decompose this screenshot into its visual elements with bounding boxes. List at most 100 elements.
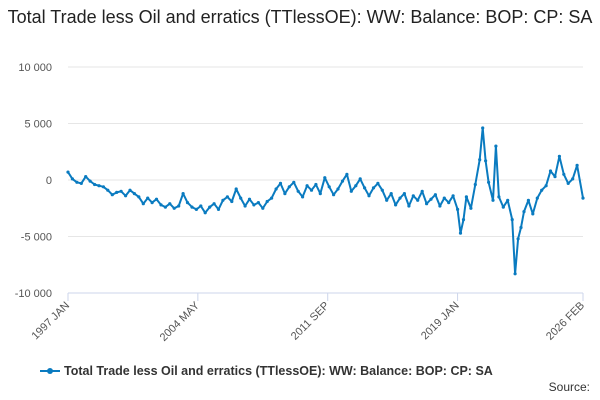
data-point[interactable] (261, 206, 265, 210)
data-point[interactable] (363, 186, 367, 190)
data-point[interactable] (544, 184, 548, 188)
data-point[interactable] (314, 182, 318, 187)
data-point[interactable] (287, 185, 291, 189)
data-point[interactable] (371, 186, 376, 190)
data-point[interactable] (115, 190, 119, 194)
data-point[interactable] (420, 189, 424, 193)
data-point[interactable] (407, 204, 411, 208)
data-point[interactable] (265, 199, 269, 204)
data-point[interactable] (199, 204, 203, 208)
data-point[interactable] (571, 177, 575, 181)
data-point[interactable] (553, 175, 557, 179)
data-point[interactable] (438, 204, 442, 208)
data-point[interactable] (190, 205, 194, 209)
data-point[interactable] (274, 187, 278, 191)
data-point[interactable] (469, 206, 473, 210)
data-point[interactable] (501, 205, 505, 209)
data-point[interactable] (510, 218, 514, 222)
data-point[interactable] (451, 194, 455, 198)
data-point[interactable] (97, 184, 101, 188)
data-point[interactable] (429, 197, 433, 201)
data-point[interactable] (172, 206, 176, 210)
data-point[interactable] (323, 176, 327, 180)
data-point[interactable] (154, 197, 159, 201)
data-point[interactable] (230, 199, 234, 204)
data-point[interactable] (168, 202, 172, 206)
data-point[interactable] (526, 198, 531, 202)
data-point[interactable] (278, 181, 283, 185)
data-point[interactable] (185, 201, 190, 205)
data-point[interactable] (66, 170, 70, 174)
data-point[interactable] (535, 196, 539, 200)
data-point[interactable] (442, 196, 446, 200)
data-point[interactable] (433, 193, 437, 197)
data-point[interactable] (119, 189, 123, 193)
data-point[interactable] (478, 158, 482, 162)
data-point[interactable] (88, 179, 92, 183)
data-point[interactable] (301, 195, 305, 199)
data-point[interactable] (380, 188, 384, 192)
data-point[interactable] (487, 180, 491, 184)
data-point[interactable] (110, 193, 114, 197)
data-point[interactable] (456, 207, 460, 211)
data-point[interactable] (194, 207, 198, 211)
data-point[interactable] (141, 202, 145, 206)
data-point[interactable] (402, 192, 406, 196)
data-point[interactable] (106, 188, 110, 192)
data-point[interactable] (256, 201, 260, 205)
data-point[interactable] (318, 192, 322, 196)
data-point[interactable] (84, 175, 88, 179)
data-point[interactable] (494, 144, 498, 148)
data-point[interactable] (416, 198, 420, 202)
data-point[interactable] (540, 188, 544, 192)
data-point[interactable] (481, 126, 485, 130)
data-point[interactable] (270, 196, 274, 200)
data-point[interactable] (221, 198, 225, 202)
data-point[interactable] (461, 218, 466, 222)
data-point[interactable] (506, 198, 510, 202)
data-point[interactable] (458, 231, 463, 235)
data-point[interactable] (566, 181, 570, 185)
data-point[interactable] (531, 212, 535, 216)
data-point[interactable] (497, 195, 501, 199)
data-point[interactable] (327, 185, 331, 189)
data-point[interactable] (557, 154, 562, 158)
data-point[interactable] (575, 163, 579, 167)
data-point[interactable] (473, 182, 477, 187)
legend[interactable]: Total Trade less Oil and erratics (TTles… (40, 364, 493, 378)
data-point[interactable] (252, 203, 256, 207)
data-point[interactable] (128, 188, 132, 192)
data-point[interactable] (137, 195, 141, 199)
data-point[interactable] (292, 180, 296, 184)
data-point[interactable] (296, 189, 300, 193)
data-point[interactable] (212, 202, 216, 206)
data-point[interactable] (349, 189, 353, 193)
data-point[interactable] (247, 197, 252, 201)
data-point[interactable] (124, 194, 128, 198)
data-point[interactable] (163, 205, 167, 209)
data-point[interactable] (376, 181, 380, 185)
data-point[interactable] (203, 211, 207, 215)
data-point[interactable] (305, 184, 309, 188)
data-point[interactable] (425, 202, 429, 206)
data-point[interactable] (177, 204, 181, 208)
data-point[interactable] (581, 196, 585, 200)
data-point[interactable] (332, 193, 336, 197)
data-point[interactable] (181, 192, 185, 196)
data-point[interactable] (79, 181, 83, 185)
data-point[interactable] (411, 194, 415, 198)
data-point[interactable] (159, 203, 163, 207)
data-point[interactable] (225, 195, 229, 199)
data-point[interactable] (385, 198, 389, 202)
data-point[interactable] (354, 184, 358, 188)
data-point[interactable] (208, 205, 212, 209)
data-point[interactable] (93, 182, 97, 187)
data-point[interactable] (367, 194, 371, 198)
data-point[interactable] (516, 237, 520, 241)
data-point[interactable] (562, 172, 566, 176)
data-point[interactable] (345, 172, 349, 176)
data-point[interactable] (309, 188, 314, 192)
data-point[interactable] (243, 204, 247, 208)
data-point[interactable] (519, 225, 523, 230)
data-point[interactable] (522, 210, 526, 214)
